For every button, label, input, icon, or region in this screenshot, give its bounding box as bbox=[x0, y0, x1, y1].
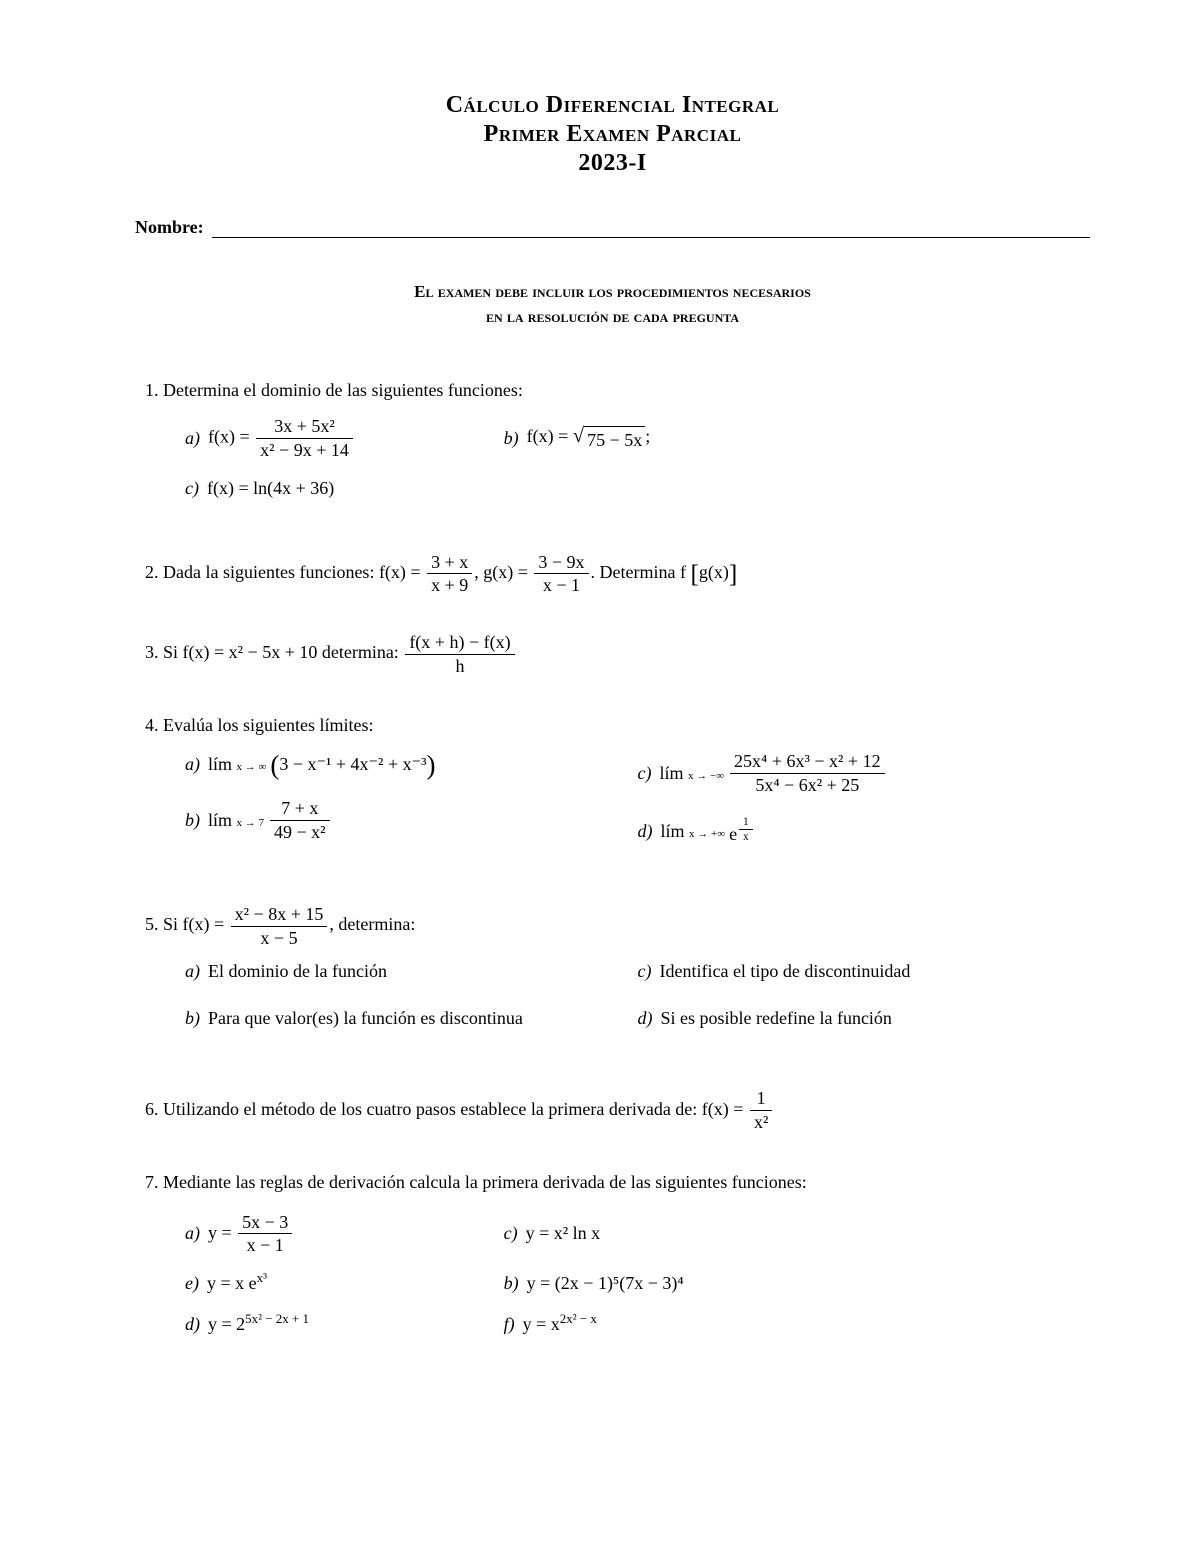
name-blank-line bbox=[212, 221, 1090, 238]
title-line-2: Primer Examen Parcial bbox=[135, 121, 1090, 148]
q4b: b) lím x → 7 7 + x 49 − x² bbox=[185, 798, 618, 842]
q4-text: Evalúa los siguientes límites: bbox=[163, 715, 373, 735]
instructions-line-2: en la resolución de cada pregunta bbox=[135, 305, 1090, 330]
q7f: f) y = x2x² − x bbox=[504, 1311, 803, 1338]
question-6: Utilizando el método de los cuatro pasos… bbox=[163, 1088, 1090, 1132]
q5-fraction: x² − 8x + 15 x − 5 bbox=[231, 904, 328, 948]
questions-list: Determina el dominio de las siguientes f… bbox=[135, 377, 1090, 1352]
q1a: a) f(x) = 3x + 5x² x² − 9x + 14 bbox=[185, 416, 484, 460]
q4a-limit: lím x → ∞ bbox=[208, 751, 266, 778]
instructions: El examen debe incluir los procedimiento… bbox=[135, 280, 1090, 329]
q2-g-fraction: 3 − 9x x − 1 bbox=[534, 552, 588, 596]
q5a: a)El dominio de la función bbox=[185, 958, 618, 985]
q4c-fraction: 25x⁴ + 6x³ − x² + 12 5x⁴ − 6x² + 25 bbox=[730, 751, 885, 795]
instructions-line-1: El examen debe incluir los procedimiento… bbox=[135, 280, 1090, 305]
question-4: Evalúa los siguientes límites: a) lím x … bbox=[163, 712, 1090, 868]
q5c: c)Identifica el tipo de discontinuidad bbox=[638, 958, 1071, 985]
q4b-fraction: 7 + x 49 − x² bbox=[270, 798, 330, 842]
q4b-limit: lím x → 7 bbox=[208, 807, 264, 834]
q4c-limit: lím x → −∞ bbox=[659, 760, 724, 787]
q4d-limit: lím x → +∞ bbox=[661, 818, 726, 845]
q5d: d)Si es posible redefine la función bbox=[638, 1005, 1071, 1032]
q7d: d) y = 25x² − 2x + 1 bbox=[185, 1311, 484, 1338]
question-2: Dada la siguientes funciones: f(x) = 3 +… bbox=[163, 552, 1090, 596]
exam-page: Cálculo Diferencial Integral Primer Exam… bbox=[0, 0, 1200, 1478]
name-label: Nombre: bbox=[135, 217, 204, 238]
q7c: c) y = x² ln x bbox=[504, 1212, 803, 1256]
q1c: c) f(x) = ln(4x + 36) bbox=[185, 475, 484, 502]
q3-fraction: f(x + h) − f(x) h bbox=[405, 632, 514, 676]
question-7: Mediante las reglas de derivación calcul… bbox=[163, 1169, 1090, 1352]
q7b: b) y = (2x − 1)⁵(7x − 3)⁴ bbox=[504, 1270, 803, 1297]
q5b: b)Para que valor(es) la función es disco… bbox=[185, 1005, 618, 1032]
q7-text: Mediante las reglas de derivación calcul… bbox=[163, 1172, 807, 1192]
q5-cols: a)El dominio de la función b)Para que va… bbox=[163, 958, 1090, 1052]
exam-header: Cálculo Diferencial Integral Primer Exam… bbox=[135, 92, 1090, 177]
question-1: Determina el dominio de las siguientes f… bbox=[163, 377, 1090, 515]
q7e: e) y = x ex³ bbox=[185, 1270, 484, 1297]
q4d: d) lím x → +∞ e1x bbox=[638, 816, 1071, 848]
q4-cols: a) lím x → ∞ (3 − x⁻¹ + 4x⁻² + x⁻³) b) l… bbox=[163, 751, 1090, 868]
question-5: Si f(x) = x² − 8x + 15 x − 5 , determina… bbox=[163, 904, 1090, 1052]
q1-subs: a) f(x) = 3x + 5x² x² − 9x + 14 b) f(x) … bbox=[163, 416, 1090, 515]
q2-f-fraction: 3 + x x + 9 bbox=[427, 552, 472, 596]
q4c: c) lím x → −∞ 25x⁴ + 6x³ − x² + 12 5x⁴ −… bbox=[638, 751, 1071, 795]
name-row: Nombre: bbox=[135, 217, 1090, 238]
q1b-sqrt: √ 75 − 5x bbox=[573, 426, 646, 454]
q7-subs: a) y = 5x − 3 x − 1 c) y = x² ln x e) y … bbox=[163, 1212, 1090, 1352]
q7a: a) y = 5x − 3 x − 1 bbox=[185, 1212, 484, 1256]
q1a-fraction: 3x + 5x² x² − 9x + 14 bbox=[256, 416, 353, 460]
q1b: b) f(x) = √ 75 − 5x ; bbox=[504, 416, 803, 460]
question-3: Si f(x) = x² − 5x + 10 determina: f(x + … bbox=[163, 632, 1090, 676]
title-line-3: 2023-I bbox=[135, 150, 1090, 177]
q1-text: Determina el dominio de las siguientes f… bbox=[163, 380, 523, 400]
q7a-fraction: 5x − 3 x − 1 bbox=[238, 1212, 292, 1256]
title-line-1: Cálculo Diferencial Integral bbox=[135, 92, 1090, 119]
q6-fraction: 1 x² bbox=[750, 1088, 772, 1132]
q4a: a) lím x → ∞ (3 − x⁻¹ + 4x⁻² + x⁻³) bbox=[185, 751, 618, 778]
